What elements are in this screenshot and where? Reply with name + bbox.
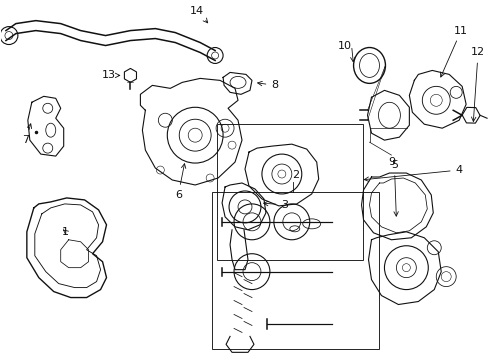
Text: 13: 13 xyxy=(102,71,115,80)
Text: 8: 8 xyxy=(257,80,278,90)
Text: 3: 3 xyxy=(263,200,288,210)
Text: 5: 5 xyxy=(390,160,398,216)
Bar xyxy=(217,124,362,260)
Text: 12: 12 xyxy=(470,48,484,122)
Text: 7: 7 xyxy=(22,124,32,145)
Text: 14: 14 xyxy=(190,6,207,23)
Text: 1: 1 xyxy=(62,227,69,237)
Text: 6: 6 xyxy=(174,164,185,200)
Text: 4: 4 xyxy=(364,165,462,181)
Bar xyxy=(212,192,379,349)
Text: 9: 9 xyxy=(387,157,394,167)
Text: 10: 10 xyxy=(337,41,351,50)
Text: 2: 2 xyxy=(292,170,299,180)
Text: 11: 11 xyxy=(440,26,467,77)
